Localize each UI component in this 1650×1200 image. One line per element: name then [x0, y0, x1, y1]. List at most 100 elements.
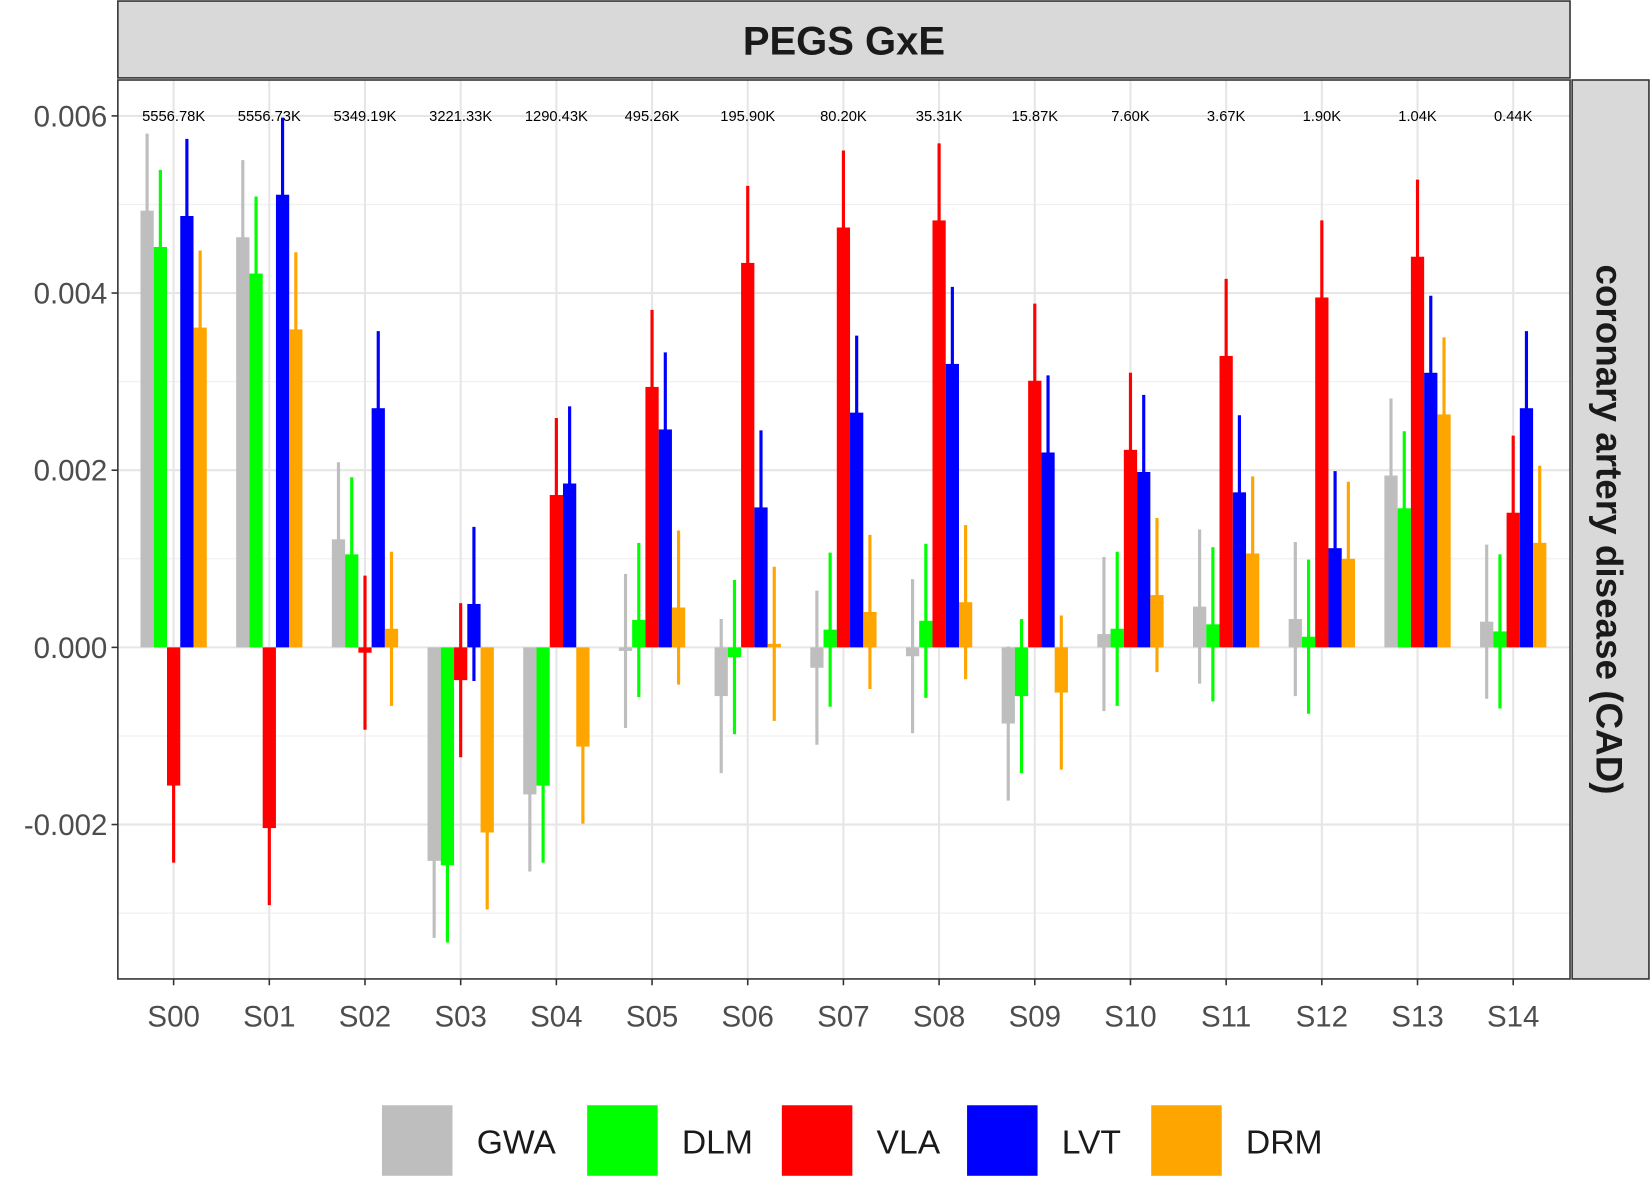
x-tick-label: S08	[913, 1000, 965, 1033]
x-tick-label: S03	[434, 1000, 486, 1033]
bar-gwa	[618, 647, 633, 651]
count-annotation: 80.20K	[820, 109, 867, 125]
bar-lvt	[562, 483, 577, 648]
y-tick-label: 0.000	[34, 632, 108, 665]
x-tick-label: S14	[1487, 1000, 1539, 1033]
bar-dlm	[1301, 636, 1316, 648]
bar-dlm	[249, 273, 263, 648]
bar-drm	[671, 607, 686, 648]
x-tick-label: S10	[1104, 1000, 1156, 1033]
facet-strip	[1571, 79, 1650, 980]
chart-title: PEGS GxE	[743, 20, 945, 64]
bar-vla	[454, 647, 468, 681]
bar-drm	[1437, 414, 1451, 648]
facet-label: coronary artery disease (CAD)	[1588, 264, 1629, 794]
bar-gwa	[1384, 475, 1398, 648]
bar-dlm	[823, 629, 837, 648]
bar-gwa	[140, 210, 154, 648]
bar-gwa	[1288, 619, 1302, 648]
bar-vla	[1028, 380, 1042, 648]
count-annotation: 7.60K	[1111, 109, 1150, 125]
x-tick-label: S04	[530, 1000, 582, 1033]
bar-lvt	[1424, 372, 1438, 648]
bar-gwa	[427, 647, 441, 861]
count-annotation: 15.87K	[1011, 109, 1058, 125]
bar-lvt	[371, 408, 385, 648]
legend-label-lvt: LVT	[1062, 1125, 1121, 1162]
bar-dlm	[1397, 508, 1411, 648]
x-tick-label: S13	[1391, 1000, 1443, 1033]
count-annotation: 3.67K	[1207, 109, 1246, 125]
bar-vla	[549, 495, 563, 648]
bar-vla	[1123, 449, 1138, 648]
legend-label-drm: DRM	[1246, 1125, 1323, 1162]
x-tick-label: S05	[626, 1000, 678, 1033]
bar-lvt	[275, 194, 290, 648]
count-annotation: 1290.43K	[525, 109, 588, 125]
bar-lvt	[1519, 408, 1534, 648]
bar-lvt	[1328, 548, 1342, 648]
count-annotation: 1.04K	[1398, 109, 1437, 125]
legend-label-vla: VLA	[877, 1125, 941, 1162]
bar-vla	[1315, 297, 1329, 648]
bar-vla	[836, 227, 851, 648]
bar-lvt	[850, 412, 864, 648]
y-tick-label: -0.002	[24, 809, 108, 842]
bar-lvt	[1232, 492, 1247, 648]
x-tick-label: S02	[339, 1000, 391, 1033]
bar-dlm	[345, 554, 359, 648]
bar-dlm	[1014, 647, 1029, 697]
bar-drm	[1054, 647, 1068, 693]
bar-vla	[645, 386, 659, 648]
y-tick-label: 0.002	[34, 455, 108, 488]
y-tick-label: 0.006	[34, 100, 108, 133]
bar-drm	[958, 602, 973, 648]
bar-drm	[193, 327, 207, 648]
bar-drm	[767, 643, 781, 648]
bar-dlm	[440, 647, 455, 866]
bar-dlm	[919, 620, 933, 648]
count-annotation: 35.31K	[916, 109, 963, 125]
legend-key-dlm	[587, 1105, 658, 1176]
bar-drm	[1341, 558, 1355, 648]
x-tick-label: S07	[817, 1000, 869, 1033]
bar-lvt	[754, 507, 768, 648]
count-annotation: 5556.78K	[142, 109, 205, 125]
bar-vla	[262, 647, 276, 829]
bar-gwa	[1480, 621, 1494, 648]
bar-dlm	[1206, 624, 1220, 648]
bar-drm	[863, 611, 877, 648]
bar-drm	[480, 647, 494, 833]
bar-vla	[741, 262, 755, 648]
bar-vla	[358, 647, 372, 653]
bar-lvt	[467, 603, 481, 648]
bar-gwa	[331, 539, 346, 648]
bar-dlm	[153, 246, 167, 648]
x-tick-label: S11	[1201, 1000, 1251, 1033]
legend-key-gwa	[381, 1105, 453, 1176]
bar-vla	[166, 647, 181, 786]
count-annotation: 0.44K	[1494, 109, 1533, 125]
legend-label-gwa: GWA	[477, 1125, 557, 1162]
bar-gwa	[905, 647, 920, 657]
legend-key-lvt	[967, 1105, 1038, 1176]
bar-gwa	[714, 647, 728, 697]
bar-dlm	[1493, 631, 1507, 648]
bar-vla	[1219, 355, 1233, 648]
bar-lvt	[1137, 471, 1151, 648]
bar-gwa	[810, 647, 824, 668]
count-annotation: 5556.73K	[238, 109, 301, 125]
bar-gwa	[1001, 647, 1015, 724]
bar-gwa	[1097, 634, 1111, 648]
count-annotation: 5349.19K	[333, 109, 396, 125]
x-tick-label: S06	[722, 1000, 774, 1033]
y-tick-label: 0.004	[34, 278, 108, 311]
legend-key-drm	[1151, 1105, 1222, 1176]
count-annotation: 3221.33K	[429, 109, 492, 125]
bar-vla	[932, 220, 946, 648]
bar-drm	[384, 628, 399, 648]
count-annotation: 195.90K	[720, 109, 775, 125]
bar-drm	[1150, 595, 1164, 648]
bar-drm	[1246, 553, 1260, 648]
